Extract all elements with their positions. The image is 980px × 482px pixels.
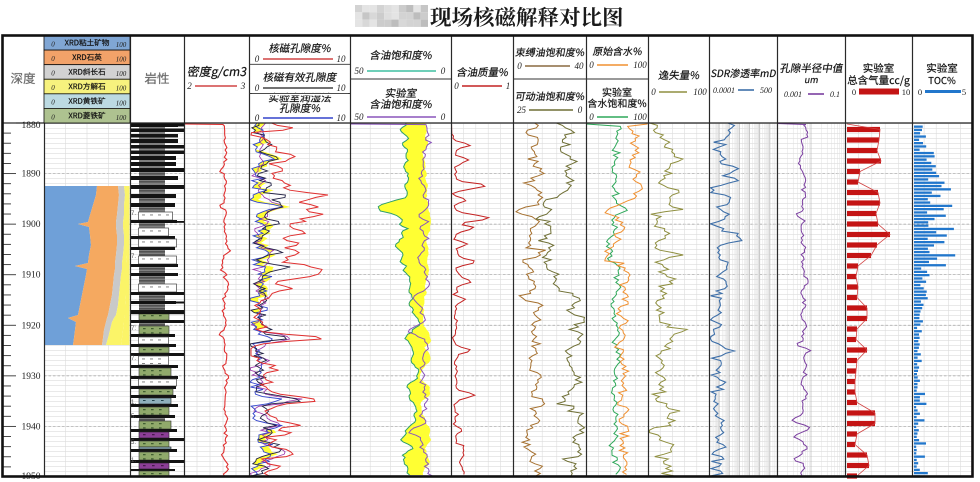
svg-text:0: 0 (454, 81, 459, 91)
svg-text:0: 0 (255, 113, 260, 123)
svg-text:1910: 1910 (22, 271, 41, 281)
svg-text:0: 0 (852, 87, 856, 97)
svg-text:5.: 5. (131, 414, 136, 420)
svg-text:50: 50 (355, 66, 365, 76)
svg-text:1890: 1890 (22, 170, 41, 180)
svg-text:1.: 1. (131, 400, 136, 406)
svg-text:0: 0 (441, 112, 446, 122)
svg-text:0.001: 0.001 (784, 90, 802, 99)
svg-text:0: 0 (918, 87, 922, 97)
svg-text:100: 100 (116, 85, 127, 93)
svg-text:2: 2 (187, 81, 192, 91)
svg-text:1920: 1920 (22, 321, 41, 331)
svg-text:0: 0 (441, 66, 446, 76)
svg-text:10: 10 (337, 113, 347, 123)
svg-text:0: 0 (51, 113, 55, 121)
svg-text:10: 10 (902, 87, 911, 97)
svg-text:100: 100 (116, 114, 127, 122)
svg-text:0: 0 (51, 84, 55, 92)
svg-text:0: 0 (51, 99, 55, 107)
svg-text:0: 0 (51, 70, 55, 78)
svg-text:0: 0 (255, 54, 260, 64)
svg-text:7.: 7. (131, 254, 136, 260)
svg-text:5: 5 (962, 87, 966, 97)
svg-text:1.: 1. (131, 458, 136, 464)
svg-text:0: 0 (51, 40, 55, 48)
svg-text:100: 100 (633, 112, 647, 122)
svg-text:5.: 5. (131, 440, 136, 446)
svg-text:100: 100 (116, 70, 127, 78)
svg-text:0: 0 (255, 83, 260, 93)
svg-text:100: 100 (693, 87, 707, 97)
svg-text:7.: 7. (131, 211, 136, 217)
svg-text:7.: 7. (131, 356, 136, 362)
svg-text:25: 25 (517, 105, 527, 115)
svg-text:0: 0 (651, 87, 656, 97)
svg-text:1880: 1880 (22, 121, 41, 131)
svg-text:100: 100 (116, 56, 127, 64)
svg-text:1: 1 (506, 81, 511, 91)
svg-text:0.0001: 0.0001 (713, 86, 735, 95)
svg-text:1930: 1930 (22, 372, 41, 382)
svg-text:3: 3 (240, 81, 246, 91)
svg-text:10: 10 (337, 83, 347, 93)
svg-text:1940: 1940 (22, 422, 41, 432)
svg-text:50: 50 (355, 112, 365, 122)
svg-text:100: 100 (633, 60, 647, 70)
svg-text:0: 0 (51, 55, 55, 63)
svg-text:0: 0 (589, 112, 594, 122)
svg-text:0.1: 0.1 (830, 90, 840, 99)
svg-text:40: 40 (575, 61, 585, 71)
svg-text:1900: 1900 (22, 220, 41, 230)
svg-text:0: 0 (589, 60, 594, 70)
svg-text:7:: 7: (131, 326, 136, 332)
svg-text:10: 10 (337, 54, 347, 64)
svg-text:100: 100 (116, 41, 127, 49)
svg-text:500: 500 (760, 86, 772, 95)
svg-text:0: 0 (578, 105, 583, 115)
svg-text:0: 0 (517, 61, 522, 71)
svg-text:100: 100 (116, 99, 127, 107)
